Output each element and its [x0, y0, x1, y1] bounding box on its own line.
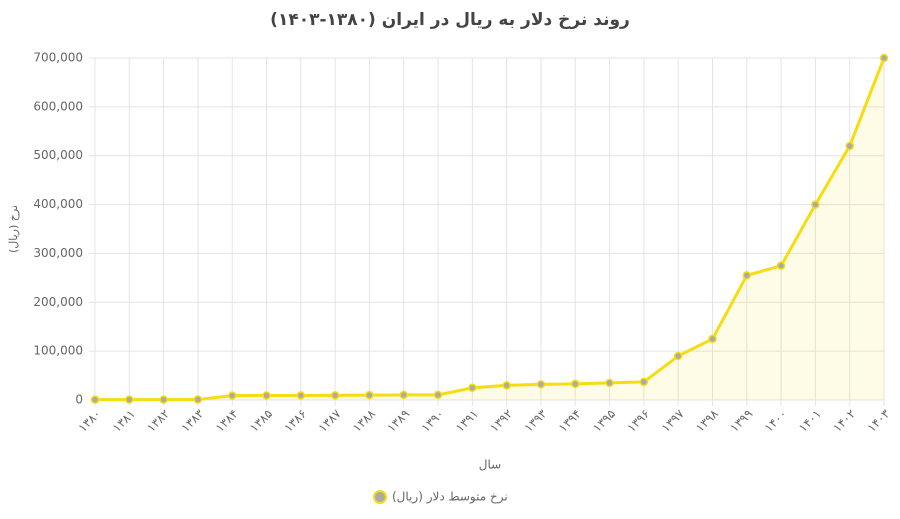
x-tick-label: ۱۳۹۴ — [556, 407, 584, 435]
x-tick-label: ۱۳۸۷ — [316, 406, 345, 435]
x-tick-label: ۱۳۹۱ — [453, 407, 481, 435]
point — [639, 377, 649, 387]
point — [605, 378, 614, 388]
point — [708, 334, 717, 344]
y-tick-label: 300,000 — [33, 246, 83, 260]
x-tick-label: ۱۳۸۲ — [144, 407, 172, 435]
point — [673, 351, 683, 361]
point — [742, 271, 752, 280]
x-tick-label: ۱۳۹۳ — [521, 406, 550, 435]
x-tick-label: ۱۳۹۲ — [487, 407, 515, 435]
legend-label: نرخ متوسط دلار (ریال) — [392, 490, 508, 505]
x-tick-label: ۱۴۰۱ — [796, 407, 824, 435]
x-tick-label: ۱۳۹۷ — [659, 406, 688, 435]
point — [433, 390, 443, 400]
y-tick-label: 0 — [75, 393, 83, 407]
point — [125, 395, 134, 404]
y-tick-label: 700,000 — [33, 51, 83, 65]
point — [776, 261, 786, 270]
line — [95, 57, 886, 402]
x-tick-label: ۱۳۹۵ — [590, 407, 618, 435]
point — [159, 395, 168, 404]
x-tick-label: ۱۳۹۸ — [693, 406, 722, 435]
x-tick-label: ۱۳۹۰ — [419, 407, 447, 435]
y-tick-label: 200,000 — [33, 295, 83, 309]
point — [399, 390, 408, 400]
point — [536, 380, 546, 389]
point — [227, 391, 237, 400]
x-tick-label: ۱۴۰۳ — [864, 406, 893, 435]
legend-marker — [373, 490, 387, 504]
point — [811, 200, 820, 209]
x-tick-label: ۱۳۸۹ — [384, 407, 412, 435]
x-tick-label: ۱۳۸۰ — [75, 407, 103, 435]
point — [365, 390, 374, 400]
point — [262, 391, 271, 400]
y-tick-label: 100,000 — [33, 344, 83, 358]
point — [571, 379, 580, 389]
x-axis-label: سال — [479, 458, 501, 472]
point — [468, 383, 477, 393]
area — [95, 58, 884, 400]
x-tick-label: ۱۴۰۰ — [762, 407, 790, 435]
x-tick-label: ۱۴۰۲ — [830, 407, 858, 435]
point — [502, 381, 511, 390]
y-tick-label: 400,000 — [33, 197, 83, 211]
chart-title: روند نرخ دلار به ریال در ایران (۱۳۸۰-۱۴۰… — [270, 10, 630, 30]
point — [330, 391, 340, 400]
x-tick-label: ۱۳۸۵ — [247, 407, 275, 435]
point — [879, 53, 889, 63]
y-axis-label: نرخ (ریال) — [7, 205, 20, 253]
point — [845, 141, 854, 151]
x-tick-label: ۱۳۸۶ — [281, 407, 309, 435]
x-tick-label: ۱۳۸۳ — [178, 406, 207, 435]
x-tick-label: ۱۳۸۱ — [110, 407, 138, 435]
y-tick-label: 500,000 — [33, 148, 83, 162]
y-tick-label: 600,000 — [33, 99, 83, 113]
x-tick-label: ۱۳۹۶ — [624, 407, 652, 435]
x-tick-label: ۱۳۹۹ — [727, 407, 755, 435]
x-tick-label: ۱۳۸۸ — [350, 406, 379, 435]
x-tick-label: ۱۳۸۴ — [213, 407, 241, 435]
point — [90, 395, 100, 404]
point — [296, 391, 306, 400]
point — [193, 395, 203, 404]
